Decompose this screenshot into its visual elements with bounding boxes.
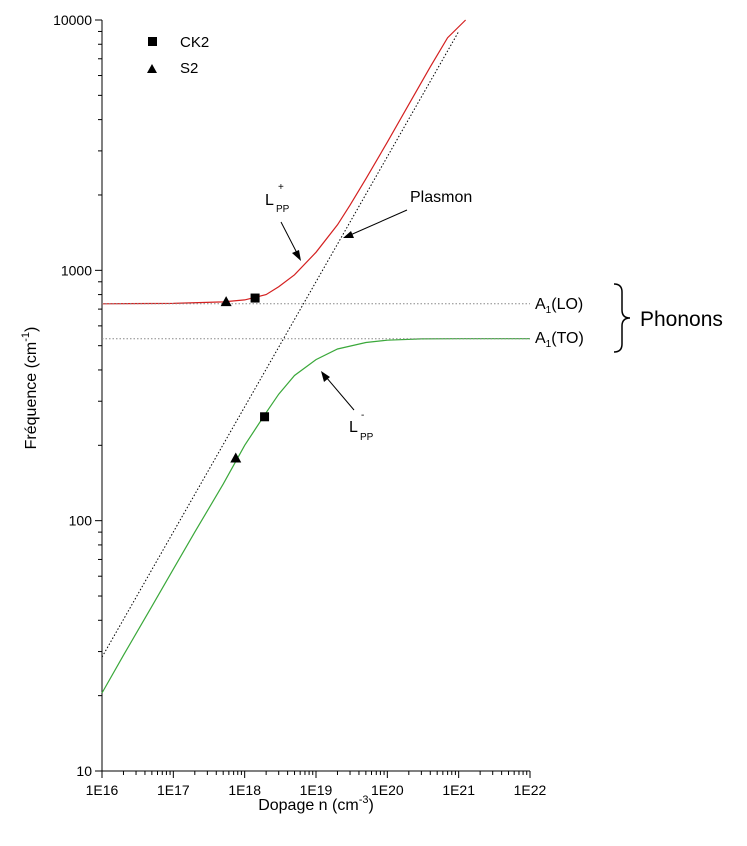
y-tick-label: 1000 xyxy=(61,262,92,278)
arrow-head-plasmon xyxy=(343,231,354,238)
svg-text:L+PP: L+ PP xyxy=(265,182,290,215)
data-markers xyxy=(220,293,270,463)
x-tick-label: 1E20 xyxy=(371,782,404,798)
svg-text:A1(LO): A1(LO) xyxy=(535,296,583,316)
legend-marker-ck2 xyxy=(148,37,157,46)
legend: CK2 S2 xyxy=(147,34,209,77)
curves xyxy=(101,19,530,694)
curve-lpp-minus xyxy=(101,338,530,694)
x-tick-label: 1E17 xyxy=(157,782,190,798)
x-axis-label: Dopage n (cm-3) xyxy=(258,794,374,814)
legend-marker-s2 xyxy=(147,64,157,73)
x-tick-label: 1E19 xyxy=(300,782,333,798)
annotation-a1-lo: A1(LO) xyxy=(535,296,583,316)
arrow-head-lpp-plus xyxy=(292,250,301,261)
marker-ck2 xyxy=(260,412,270,422)
annotation-lpp-plus: L+ PP xyxy=(265,182,301,261)
svg-text:L-PP: L-PP xyxy=(349,410,374,443)
marker-s2 xyxy=(230,452,242,463)
marker-ck2 xyxy=(250,293,260,303)
y-tick-label: 10 xyxy=(76,763,92,779)
annotation-plasmon: Plasmon xyxy=(343,189,472,238)
arrow-head-lpp-minus xyxy=(321,371,330,382)
curve-plasmon xyxy=(101,31,460,658)
x-tick-label: 1E18 xyxy=(228,782,261,798)
phonons-brace xyxy=(613,283,631,353)
annotation-a1-to: A1(TO) xyxy=(535,330,584,350)
y-ticks: 10 100 1000 10000 xyxy=(53,12,102,779)
curve-lpp-plus xyxy=(101,19,467,305)
svg-text:Plasmon: Plasmon xyxy=(410,189,472,206)
legend-label-ck2: CK2 xyxy=(180,34,209,51)
y-axis-label: Fréquence (cm-1) xyxy=(20,327,40,450)
x-tick-label: 1E16 xyxy=(86,782,119,798)
x-tick-label: 1E21 xyxy=(442,782,475,798)
y-tick-label: 100 xyxy=(69,513,93,529)
x-tick-label: 1E22 xyxy=(514,782,547,798)
svg-text:A1(TO): A1(TO) xyxy=(535,330,584,350)
legend-label-s2: S2 xyxy=(180,60,198,77)
annotation-lpp-minus: L-PP xyxy=(321,371,374,443)
x-ticks: 1E16 1E17 1E18 1E19 1E20 1E21 1E22 xyxy=(86,771,547,798)
y-tick-label: 10000 xyxy=(53,12,92,28)
marker-s2 xyxy=(220,296,232,307)
annotation-phonons: Phonons xyxy=(640,308,723,331)
